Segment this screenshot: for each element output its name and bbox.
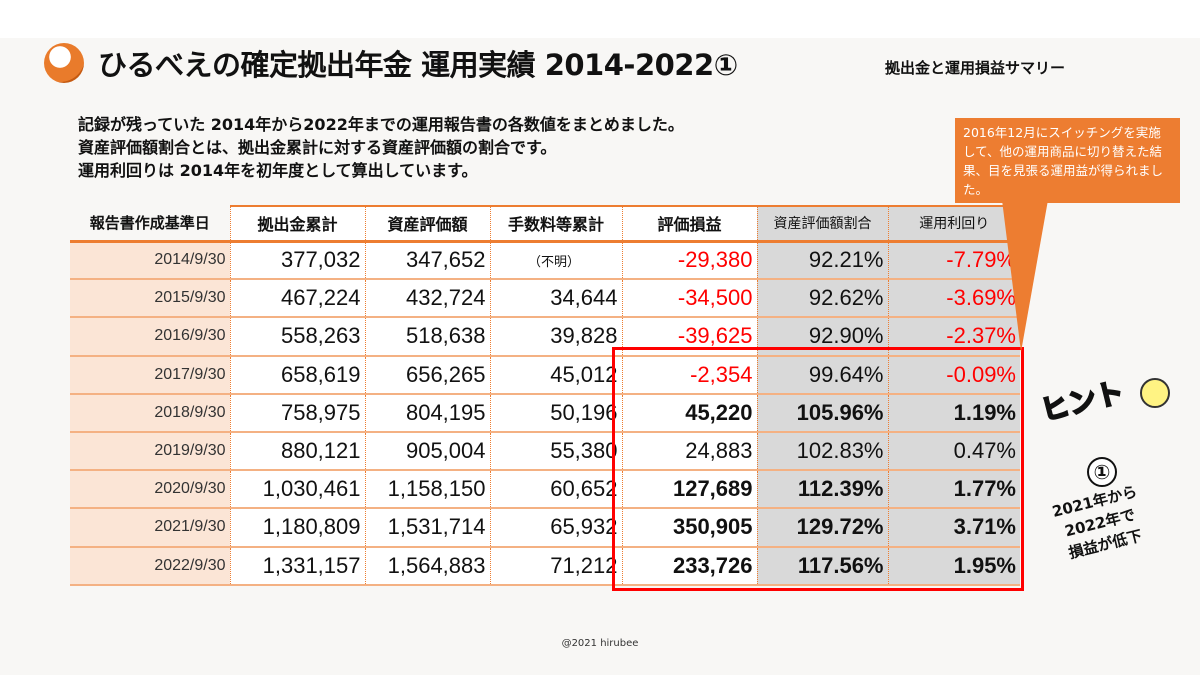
cell-ratio: 92.62% bbox=[756, 279, 888, 319]
cell-yield: 0.47% bbox=[887, 431, 1020, 472]
cell-yield: -3.69% bbox=[887, 279, 1020, 319]
cell-yield: -0.09% bbox=[887, 355, 1020, 395]
cell-fees: 65,932 bbox=[489, 508, 622, 548]
cell-ratio: 112.39% bbox=[756, 470, 888, 510]
page-title: ひるべえの確定拠出年金 運用実績 2014-2022① bbox=[98, 48, 738, 82]
cell-contrib: 558,263 bbox=[229, 317, 365, 357]
cell-ratio: 117.56% bbox=[756, 546, 888, 586]
cell-contrib: 1,180,809 bbox=[229, 508, 365, 548]
cell-contrib: 1,030,461 bbox=[229, 470, 365, 510]
table-row: 2017/9/30 658,619 656,265 45,012 -2,354 99.64… bbox=[70, 355, 1020, 395]
col-header-date: 報告書作成基準日 bbox=[70, 206, 230, 243]
cell-fees: 50,196 bbox=[489, 393, 622, 433]
description-line: 記録が残っていた 2014年から2022年までの運用報告書の各数値をまとめました… bbox=[78, 115, 684, 134]
cell-pl: 24,883 bbox=[621, 431, 757, 472]
col-header-asset: 資産評価額 bbox=[364, 205, 490, 243]
cell-pl: 127,689 bbox=[621, 470, 757, 510]
cell-date: 2015/9/30 bbox=[70, 279, 230, 319]
col-header-pl: 評価損益 bbox=[621, 205, 757, 243]
table-row: 2014/9/30 377,032 347,652 （不明） -29,380 92.21%… bbox=[70, 241, 1020, 281]
cell-contrib: 880,121 bbox=[229, 431, 365, 472]
description-line: 運用利回りは 2014年を初年度として算出しています。 bbox=[78, 161, 478, 180]
author-avatar bbox=[44, 43, 84, 83]
col-header-ratio: 資産評価額割合 bbox=[756, 205, 888, 243]
cell-yield: -7.79% bbox=[887, 241, 1020, 281]
cell-ratio: 92.21% bbox=[756, 241, 888, 281]
cell-asset: 432,724 bbox=[364, 279, 490, 319]
cell-contrib: 1,331,157 bbox=[229, 546, 365, 586]
cell-fees: 55,380 bbox=[489, 431, 622, 472]
highlight-box bbox=[612, 347, 1024, 591]
table-row: 2019/9/30 880,121 905,004 55,380 24,883 102.8… bbox=[70, 431, 1020, 472]
cell-pl: -34,500 bbox=[621, 279, 757, 319]
cell-asset: 656,265 bbox=[364, 355, 490, 395]
cell-date: 2022/9/30 bbox=[70, 546, 230, 586]
cell-yield: 1.19% bbox=[887, 393, 1020, 433]
cell-asset: 804,195 bbox=[364, 393, 490, 433]
cell-date: 2018/9/30 bbox=[70, 393, 230, 433]
cell-contrib: 467,224 bbox=[229, 279, 365, 319]
cell-date: 2021/9/30 bbox=[70, 508, 230, 548]
cell-yield: 1.77% bbox=[887, 470, 1020, 510]
results-table: 報告書作成基準日 拠出金累計 資産評価額 手数料等累計 評価損益 資産評価額割合… bbox=[70, 205, 1020, 586]
cell-date: 2020/9/30 bbox=[70, 470, 230, 510]
cell-pl: -2,354 bbox=[621, 355, 757, 395]
cell-asset: 1,531,714 bbox=[364, 508, 490, 548]
cell-pl: 45,220 bbox=[621, 393, 757, 433]
table-header-row: 報告書作成基準日 拠出金累計 資産評価額 手数料等累計 評価損益 資産評価額割合… bbox=[70, 205, 1020, 243]
callout-box: 2016年12月にスイッチングを実施して、他の運用商品に切り替えた結果、目を見張… bbox=[955, 118, 1180, 203]
cell-fees: 60,652 bbox=[489, 470, 622, 510]
cell-pl: 350,905 bbox=[621, 508, 757, 548]
cell-asset: 1,158,150 bbox=[364, 470, 490, 510]
cell-contrib: 377,032 bbox=[229, 241, 365, 281]
col-header-contrib: 拠出金累計 bbox=[229, 205, 365, 243]
hint-number: ① bbox=[1087, 457, 1117, 487]
table-row: 2021/9/30 1,180,809 1,531,714 65,932 350,905… bbox=[70, 508, 1020, 548]
lightbulb-icon bbox=[1140, 378, 1170, 408]
cell-date: 2014/9/30 bbox=[70, 241, 230, 281]
cell-contrib: 658,619 bbox=[229, 355, 365, 395]
footer-credit: @2021 hirubee bbox=[561, 638, 639, 649]
cell-ratio: 129.72% bbox=[756, 508, 888, 548]
cell-pl: -29,380 bbox=[621, 241, 757, 281]
cell-fees: （不明） bbox=[489, 241, 622, 281]
cell-fees: 45,012 bbox=[489, 355, 622, 395]
cell-ratio: 99.64% bbox=[756, 355, 888, 395]
cell-fees: 71,212 bbox=[489, 546, 622, 586]
cell-yield: 3.71% bbox=[887, 508, 1020, 548]
col-header-yield: 運用利回り bbox=[887, 205, 1020, 243]
table-row: 2020/9/30 1,030,461 1,158,150 60,652 127,689… bbox=[70, 470, 1020, 510]
table-row: 2015/9/30 467,224 432,724 34,644 -34,500 92.6… bbox=[70, 279, 1020, 319]
cell-date: 2019/9/30 bbox=[70, 431, 230, 472]
cell-contrib: 758,975 bbox=[229, 393, 365, 433]
cell-date: 2017/9/30 bbox=[70, 355, 230, 395]
cell-ratio: 102.83% bbox=[756, 431, 888, 472]
cell-fees: 39,828 bbox=[489, 317, 622, 357]
description: 記録が残っていた 2014年から2022年までの運用報告書の各数値をまとめました… bbox=[78, 113, 684, 182]
cell-asset: 1,564,883 bbox=[364, 546, 490, 586]
col-header-fees: 手数料等累計 bbox=[489, 205, 622, 243]
cell-asset: 518,638 bbox=[364, 317, 490, 357]
table-row: 2018/9/30 758,975 804,195 50,196 45,220 105.9… bbox=[70, 393, 1020, 433]
page-subtitle: 拠出金と運用損益サマリー bbox=[885, 59, 1066, 77]
cell-fees: 34,644 bbox=[489, 279, 622, 319]
cell-ratio: 105.96% bbox=[756, 393, 888, 433]
cell-asset: 347,652 bbox=[364, 241, 490, 281]
cell-date: 2016/9/30 bbox=[70, 317, 230, 357]
table-row: 2022/9/30 1,331,157 1,564,883 71,212 233,726… bbox=[70, 546, 1020, 586]
cell-yield: 1.95% bbox=[887, 546, 1020, 586]
description-line: 資産評価額割合とは、拠出金累計に対する資産評価額の割合です。 bbox=[78, 138, 557, 157]
cell-pl: 233,726 bbox=[621, 546, 757, 586]
cell-asset: 905,004 bbox=[364, 431, 490, 472]
